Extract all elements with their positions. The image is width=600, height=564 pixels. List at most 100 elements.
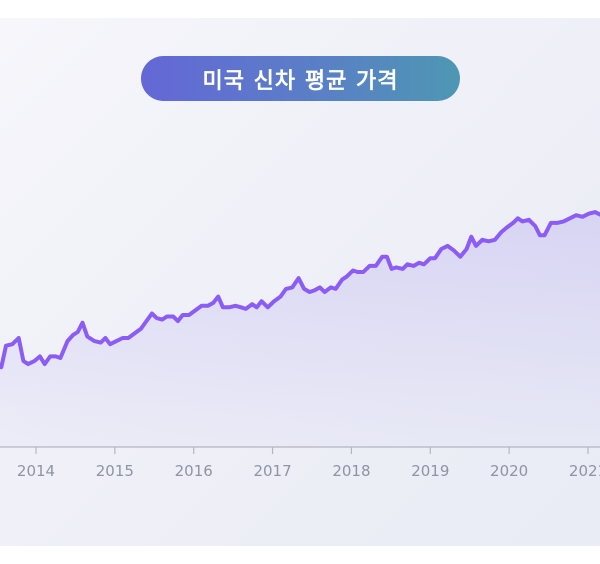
data-point <box>361 270 365 274</box>
data-point <box>465 247 469 251</box>
data-point <box>587 212 591 216</box>
data-point <box>527 218 531 222</box>
data-point <box>308 290 312 294</box>
data-point <box>200 304 204 308</box>
data-point <box>216 295 220 299</box>
data-point <box>302 287 306 291</box>
x-tick-label: 2018 <box>332 462 370 480</box>
data-point <box>17 336 21 340</box>
data-point <box>284 287 288 291</box>
data-point <box>32 359 36 363</box>
data-point <box>99 341 103 345</box>
data-point <box>206 304 210 308</box>
x-tick-label: 2015 <box>96 462 134 480</box>
data-point <box>499 230 503 234</box>
data-point <box>43 362 47 366</box>
data-point <box>266 305 270 309</box>
data-point <box>193 308 197 312</box>
data-point <box>171 315 175 319</box>
data-point <box>85 335 89 339</box>
data-point <box>505 226 509 230</box>
data-point <box>329 285 333 289</box>
data-point <box>165 315 169 319</box>
data-point <box>581 215 585 219</box>
data-point <box>139 327 143 331</box>
data-point <box>374 264 378 268</box>
data-point <box>593 210 597 214</box>
data-point <box>279 295 283 299</box>
data-point <box>10 342 14 346</box>
data-point <box>323 290 327 294</box>
series-area <box>0 212 600 447</box>
x-tick-label: 2019 <box>411 462 449 480</box>
data-point <box>260 299 264 303</box>
x-axis-ticks: 2014 2015 2016 2017 2018 2019 2020 2021 <box>17 447 600 480</box>
data-point <box>521 219 525 223</box>
data-point <box>103 336 107 340</box>
data-point <box>297 276 301 280</box>
data-point <box>255 305 259 309</box>
series-line <box>0 210 600 370</box>
data-point <box>549 221 553 225</box>
data-point <box>412 264 416 268</box>
data-point <box>76 330 80 334</box>
data-point <box>181 313 185 317</box>
x-tick-label: 2017 <box>253 462 291 480</box>
data-point <box>155 316 159 320</box>
data-point <box>144 319 148 323</box>
data-point <box>380 255 384 259</box>
data-point <box>439 247 443 251</box>
data-point <box>469 235 473 239</box>
data-point <box>48 354 52 358</box>
data-point <box>555 221 559 225</box>
data-point <box>318 285 322 289</box>
data-point <box>221 305 225 309</box>
data-point <box>290 285 294 289</box>
data-point <box>511 221 515 225</box>
data-point <box>114 339 118 343</box>
x-tick-label: 2021 <box>569 462 600 480</box>
data-point <box>487 239 491 243</box>
data-point <box>543 233 547 237</box>
data-point <box>272 299 276 303</box>
data-point <box>474 244 478 248</box>
data-point <box>71 333 75 337</box>
data-point <box>417 261 421 265</box>
data-point <box>405 262 409 266</box>
data-point <box>81 321 85 325</box>
data-point <box>516 216 520 220</box>
data-point <box>458 255 462 259</box>
data-point <box>150 312 154 316</box>
data-point <box>351 269 355 273</box>
data-point <box>250 302 254 306</box>
data-point <box>345 275 349 279</box>
data-point <box>108 342 112 346</box>
data-point <box>239 305 243 309</box>
data-point <box>234 304 238 308</box>
data-point <box>446 244 450 248</box>
data-point <box>21 359 25 363</box>
data-point <box>568 216 572 220</box>
data-point <box>428 256 432 260</box>
x-tick-label: 2014 <box>17 462 55 480</box>
data-point <box>92 339 96 343</box>
chart-title: 미국 신차 평균 가격 <box>141 56 460 101</box>
data-point <box>58 356 62 360</box>
data-point <box>38 354 42 358</box>
data-point <box>340 278 344 282</box>
data-point <box>390 267 394 271</box>
data-point <box>433 256 437 260</box>
x-tick-label: 2016 <box>175 462 213 480</box>
data-point <box>211 301 215 305</box>
data-point <box>368 264 372 268</box>
data-point <box>176 319 180 323</box>
data-point <box>401 267 405 271</box>
data-point <box>121 336 125 340</box>
data-point <box>533 224 537 228</box>
data-point <box>574 213 578 217</box>
data-point <box>160 318 164 322</box>
data-point <box>244 307 248 311</box>
data-point <box>126 336 130 340</box>
data-point <box>227 305 231 309</box>
